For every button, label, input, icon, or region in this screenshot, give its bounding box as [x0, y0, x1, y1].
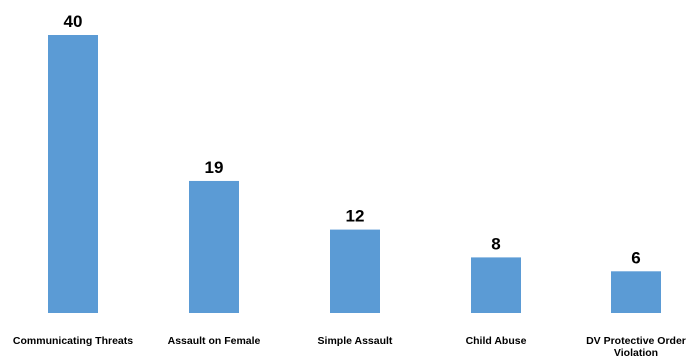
- category-label: DV Protective Order Violation: [586, 335, 686, 359]
- category-label: Assault on Female: [168, 335, 261, 347]
- bar: [330, 229, 380, 313]
- bar: [471, 257, 521, 313]
- bar: [48, 35, 98, 313]
- category-label-line: Simple Assault: [318, 335, 393, 347]
- bars-group: [48, 35, 661, 313]
- data-label: 8: [491, 234, 500, 253]
- data-label: 6: [631, 248, 640, 267]
- category-label: Simple Assault: [318, 335, 393, 347]
- category-label: Child Abuse: [466, 335, 527, 347]
- data-label: 19: [205, 158, 224, 177]
- data-label: 40: [64, 12, 83, 31]
- category-label-line: Communicating Threats: [13, 335, 133, 347]
- category-label-line: Child Abuse: [466, 335, 527, 347]
- bar: [611, 271, 661, 313]
- category-labels-group: Communicating Threats Assault on Female Si…: [13, 335, 686, 359]
- category-label-line: DV Protective Order: [586, 335, 686, 347]
- category-label-line: Violation: [614, 347, 658, 359]
- category-label-line: Assault on Female: [168, 335, 261, 347]
- value-labels-group: 40 19 12 8 6: [64, 12, 641, 267]
- bar: [189, 180, 239, 313]
- category-label: Communicating Threats: [13, 335, 133, 347]
- data-label: 12: [346, 207, 365, 226]
